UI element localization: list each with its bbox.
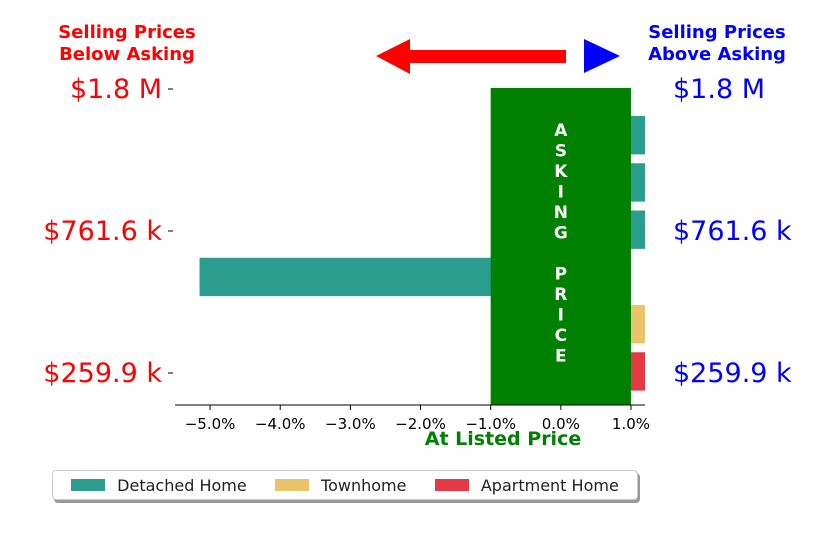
- legend-label: Detached Home: [117, 475, 247, 495]
- legend-item: Townhome: [275, 476, 406, 495]
- legend-label: Townhome: [321, 475, 407, 495]
- legend: Detached Home Townhome Apartment Home: [52, 470, 638, 500]
- legend-item: Apartment Home: [434, 475, 619, 495]
- right-header-line-2: Above Asking: [648, 44, 786, 65]
- price-label-right: $1.8 M: [673, 74, 765, 105]
- price-label-right: $259.9 k: [673, 358, 792, 389]
- price-label-left: $259.9 k: [43, 358, 162, 389]
- legend-label: Apartment Home: [480, 475, 619, 495]
- asking-band-letter: R: [554, 285, 567, 305]
- asking-band-letter: I: [558, 183, 564, 203]
- x-tick-label: −5.0%: [185, 415, 236, 433]
- x-tick-label: −4.0%: [255, 415, 306, 433]
- legend-swatch: [71, 479, 106, 491]
- left-header-line-2: Below Asking: [59, 44, 195, 65]
- asking-band-letter: C: [555, 326, 567, 346]
- x-tick-label: 0.0%: [542, 415, 580, 433]
- price-label-right: $761.6 k: [673, 216, 792, 247]
- x-tick-label: −2.0%: [395, 415, 446, 433]
- legend-item: Detached Home: [71, 476, 247, 495]
- legend-swatch: [275, 479, 310, 491]
- right-arrow-icon: [584, 39, 620, 73]
- asking-band-letter: G: [554, 224, 568, 244]
- asking-price-band: [490, 88, 631, 405]
- asking-band-letter: K: [554, 162, 568, 182]
- asking-band-letter: N: [554, 203, 568, 223]
- asking-band-letter: P: [555, 265, 567, 285]
- x-axis-label: At Listed Price: [425, 428, 581, 450]
- x-tick-label: −1.0%: [465, 415, 516, 433]
- asking-band-letter: E: [555, 347, 567, 367]
- right-header-line-1: Selling Prices: [648, 22, 785, 43]
- asking-band-letter: I: [558, 306, 564, 326]
- x-tick-label: 1.0%: [612, 415, 650, 433]
- asking-band-letter: S: [555, 142, 567, 162]
- x-tick-label: −3.0%: [325, 415, 376, 433]
- left-arrow-icon: [376, 39, 566, 74]
- price-label-left: $761.6 k: [43, 216, 162, 247]
- asking-band-letter: A: [554, 121, 568, 141]
- legend-swatch: [434, 479, 469, 491]
- price-label-left: $1.8 M: [70, 74, 162, 105]
- left-header-line-1: Selling Prices: [58, 22, 195, 43]
